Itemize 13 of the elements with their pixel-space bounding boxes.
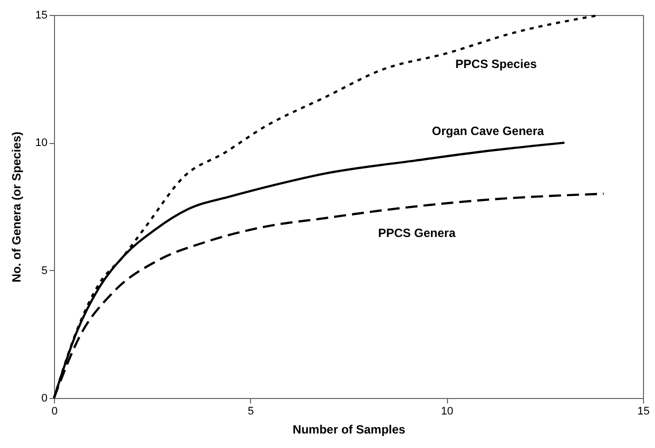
series-label: PPCS Species xyxy=(455,57,538,72)
y-tick-label: 15 xyxy=(35,10,48,22)
x-axis-title: Number of Samples xyxy=(292,422,406,436)
x-tick-label: 10 xyxy=(441,406,454,418)
y-tick-label: 5 xyxy=(41,264,48,277)
y-axis-title: No. of Genera (or Species) xyxy=(9,132,24,282)
y-tick-label: 0 xyxy=(41,392,48,404)
x-tick-label: 15 xyxy=(637,406,650,418)
x-tick-label: 5 xyxy=(248,406,254,418)
y-tick-label: 10 xyxy=(35,137,48,150)
x-tick-label: 0 xyxy=(51,406,58,418)
series-label: PPCS Genera xyxy=(378,226,456,240)
series-label: Organ Cave Genera xyxy=(432,124,544,138)
